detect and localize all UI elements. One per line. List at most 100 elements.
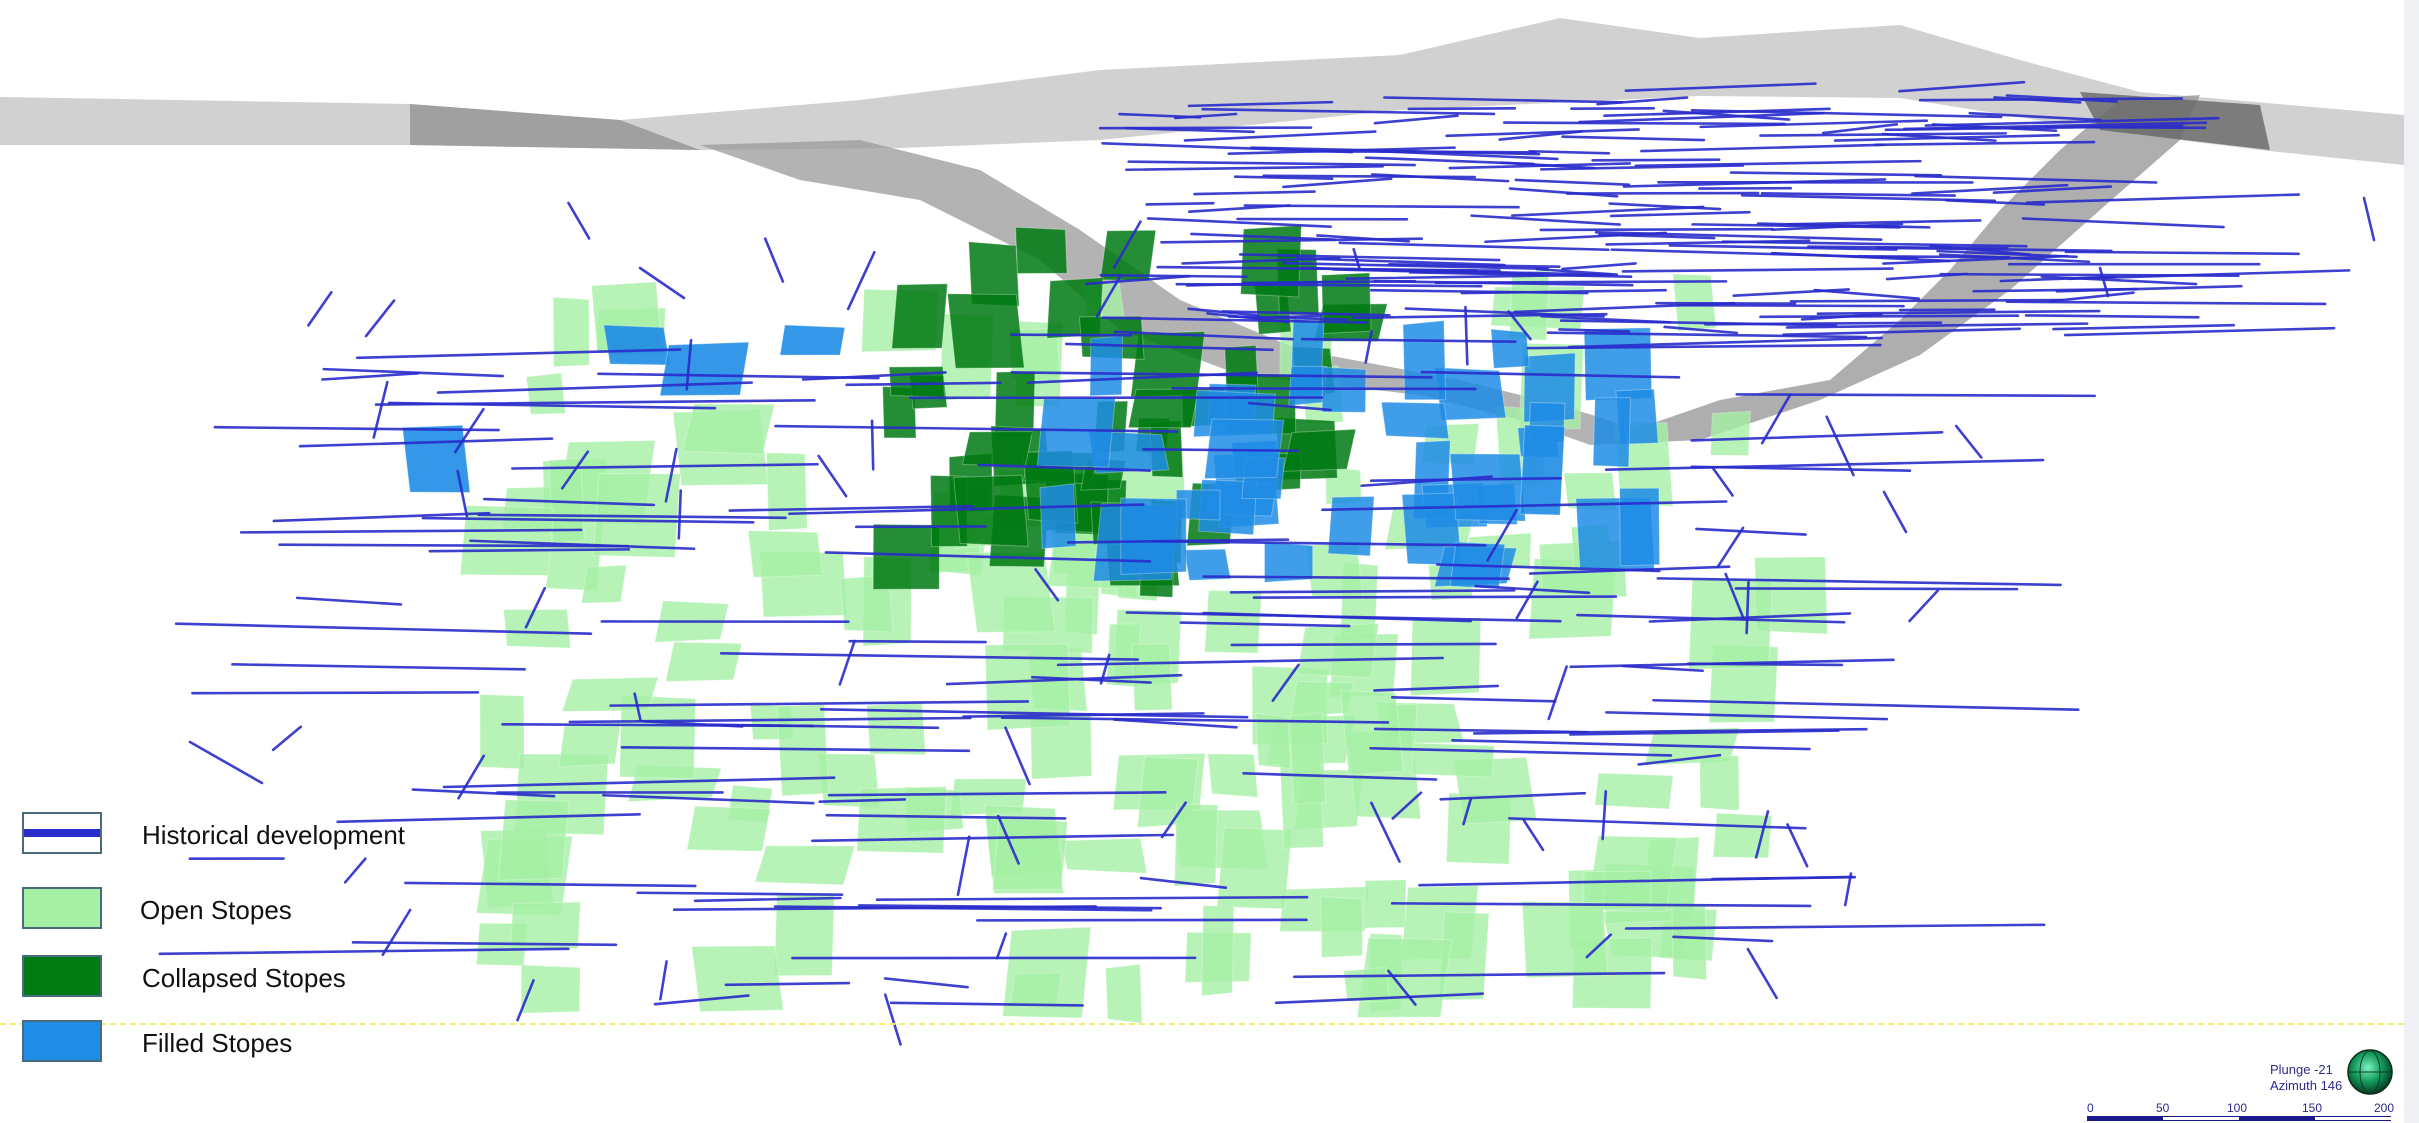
development-drive: [1010, 371, 1433, 379]
development-drive: [278, 543, 630, 548]
development-drive: [1711, 466, 1734, 497]
development-drive: [1637, 753, 1722, 766]
development-drive: [1813, 288, 1921, 300]
development-drive: [962, 712, 1205, 718]
development-drive: [1187, 100, 1334, 108]
development-drive: [1604, 458, 2045, 472]
development-drive: [2005, 94, 2119, 103]
stope-block: [479, 694, 525, 770]
development-drive: [1112, 718, 1238, 729]
development-drive: [1369, 476, 1562, 483]
development-drive: [1390, 902, 1812, 908]
stope-block: [1320, 896, 1364, 959]
development-drive: [2024, 314, 2200, 319]
development-drive: [788, 503, 1145, 516]
development-drive: [845, 381, 1002, 387]
development-drive: [239, 528, 583, 534]
development-drive: [1420, 370, 1681, 379]
development-drive: [1885, 272, 1968, 281]
scale-tick-label: 100: [2227, 1101, 2248, 1115]
development-drive: [1243, 204, 1520, 209]
legend-label: Collapsed Stopes: [142, 963, 346, 993]
development-drive: [1445, 128, 1641, 138]
development-drive: [1185, 280, 1345, 287]
development-drive: [1624, 82, 1817, 92]
development-drive: [1914, 174, 2158, 184]
development-drive: [1064, 342, 1274, 352]
development-drive: [1125, 611, 1562, 623]
development-drive: [2048, 291, 2135, 303]
development-drive: [824, 551, 1152, 563]
stope-block: [1203, 418, 1285, 480]
development-drive: [457, 754, 486, 800]
development-drive: [1729, 171, 1943, 177]
development-drive: [1124, 126, 1255, 134]
stope-block: [510, 901, 581, 950]
development-drive: [848, 639, 987, 644]
development-drive: [1656, 577, 2062, 587]
development-drive: [1843, 872, 1853, 907]
development-drive: [568, 716, 972, 724]
legend-item-filled-stopes: Filled Stopes: [0, 1020, 430, 1066]
development-drive: [1514, 178, 1631, 187]
development-drive: [1262, 174, 1476, 179]
development-drive: [1056, 656, 1444, 667]
development-drive: [1510, 205, 1705, 217]
stope-block: [1509, 269, 1550, 341]
development-drive: [1663, 325, 1739, 335]
development-drive: [1546, 331, 1868, 339]
stope-block: [947, 293, 1025, 369]
development-drive: [1472, 727, 1868, 735]
development-drive: [1230, 642, 1497, 647]
development-drive: [1193, 190, 1316, 196]
scale-tick-label: 0: [2087, 1101, 2094, 1115]
filled-stopes-swatch: [22, 1020, 102, 1062]
development-drive: [1434, 280, 1728, 284]
development-drive: [977, 463, 1152, 472]
development-drive: [1578, 111, 1825, 124]
development-drive: [436, 381, 754, 394]
development-drive: [1968, 111, 2103, 122]
development-drive: [1622, 178, 1887, 188]
development-drive: [1271, 663, 1300, 702]
scale-segment: [2087, 1116, 2163, 1121]
development-drive: [811, 833, 1175, 843]
development-drive: [321, 372, 420, 381]
development-drive: [1591, 158, 1721, 162]
development-drive: [271, 725, 303, 752]
globe-icon[interactable]: [2346, 1048, 2394, 1096]
development-drive: [1875, 246, 2113, 253]
stope-block: [1712, 812, 1773, 859]
development-drive: [633, 692, 642, 722]
stope-block: [580, 564, 628, 604]
development-drive: [653, 994, 750, 1006]
development-drive: [1825, 415, 1855, 477]
scale-segment: [2315, 1116, 2391, 1121]
stope-block: [1263, 541, 1314, 583]
development-drive: [1924, 116, 2220, 127]
development-drive: [469, 539, 696, 551]
development-drive: [636, 891, 844, 896]
development-drive: [1993, 96, 2082, 104]
development-drive: [659, 960, 668, 1001]
stope-block: [779, 324, 846, 356]
development-drive: [1282, 177, 1393, 189]
development-drive: [1539, 227, 1774, 232]
stope-block: [961, 430, 1034, 467]
development-drive: [372, 380, 389, 439]
stope-block: [552, 296, 590, 368]
development-drive: [1882, 490, 1908, 534]
development-drive: [1095, 275, 1122, 318]
development-drive: [597, 372, 880, 380]
pit-wall-face: [410, 104, 700, 150]
development-drive: [1464, 305, 1469, 366]
stope-block: [1201, 905, 1235, 997]
development-drive: [827, 791, 1167, 797]
development-drive: [1390, 696, 1557, 703]
development-drive: [1387, 969, 1417, 1006]
scale-segment: [2239, 1116, 2315, 1121]
development-drive: [819, 708, 1249, 719]
development-drive: [1734, 587, 2019, 591]
stope-block: [1434, 366, 1507, 421]
